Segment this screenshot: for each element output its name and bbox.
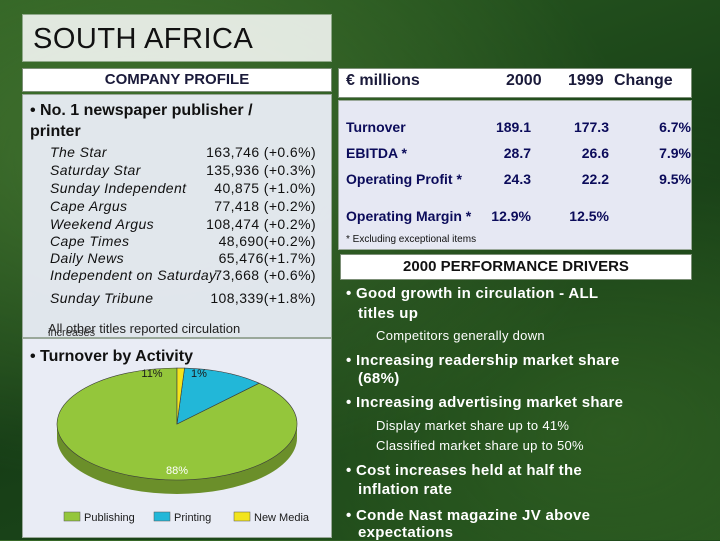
driver-item: • Good growth in circulation - ALL (346, 285, 599, 302)
publisher-bullet: • No. 1 newspaper publisher / printer (30, 100, 300, 142)
row-2000: 28.7 (503, 145, 531, 161)
paper-circulation: 163,746 (+0.6%) (206, 144, 316, 160)
other-titles-text: All other titles reported circulation (48, 321, 241, 336)
driver-item: • Increasing advertising market share (346, 394, 624, 411)
financials-header-bar (338, 68, 692, 98)
paper-row: Cape Times 48,690(+0.2%) (50, 233, 320, 251)
legend-swatch-new-media (233, 511, 251, 522)
company-profile-header: COMPANY PROFILE (22, 68, 332, 92)
paper-name: Weekend Argus (50, 216, 155, 232)
driver-item: • Increasing readership market share (346, 352, 620, 369)
financials-footnote: * Excluding exceptional items (346, 234, 476, 245)
row-1999: 26.6 (581, 145, 609, 161)
row-label: Operating Margin * (346, 208, 472, 224)
title-box: SOUTH AFRICA (22, 14, 332, 62)
financials-row: Operating Margin * 12.9% 12.5% (346, 208, 691, 230)
paper-row: The Star 163,746 (+0.6%) (50, 144, 320, 162)
row-label: Operating Profit * (346, 171, 462, 187)
row-1999: 12.5% (569, 208, 609, 224)
legend-label-printing: Printing (174, 512, 211, 524)
paper-circulation: 135,936 (+0.3%) (206, 162, 316, 178)
header-millions: € millions (346, 72, 420, 89)
pie-slice-publishing (56, 367, 298, 481)
paper-name: The Star (50, 144, 107, 160)
row-label: Turnover (346, 119, 406, 135)
pie-label-new-media: 1% (191, 368, 207, 380)
paper-circulation: 48,690(+0.2%) (218, 233, 316, 249)
driver-item-continued: (68%) (358, 370, 400, 387)
paper-circulation: 73,668 (+0.6%) (214, 267, 316, 283)
header-2000: 2000 (506, 72, 542, 89)
driver-item: • Cost increases held at half the (346, 462, 583, 479)
legend-label-new-media: New Media (254, 512, 310, 524)
row-1999: 22.2 (581, 171, 609, 187)
row-change: 6.7% (659, 119, 691, 135)
footnote-text: * Excluding exceptional items (346, 234, 477, 245)
pie-slice-printing (176, 367, 260, 425)
turnover-bullet: • Turnover by Activity (30, 348, 193, 366)
header-change: Change (614, 72, 673, 89)
paper-name: Saturday Star (50, 162, 141, 178)
page-title: SOUTH AFRICA (33, 23, 254, 55)
driver-item-continued: expectations (358, 524, 454, 541)
paper-row: Cape Argus 77,418 (+0.2%) (50, 198, 320, 216)
paper-name: Cape Argus (50, 198, 128, 214)
paper-circulation: 108,474 (+0.2%) (206, 216, 316, 232)
financials-row: Turnover 189.1 177.3 6.7% (346, 119, 691, 141)
legend-swatch-printing (153, 511, 171, 522)
driver-subitem: Competitors generally down (376, 328, 545, 343)
header-1999: 1999 (568, 72, 604, 89)
legend-swatch-publishing (63, 511, 81, 522)
paper-circulation: 65,476(+1.7%) (218, 250, 316, 266)
paper-circulation: 108,339(+1.8%) (210, 290, 316, 306)
financials-row: Operating Profit * 24.3 22.2 9.5% (346, 171, 691, 193)
row-1999: 177.3 (573, 119, 609, 135)
pie-label-printing: 11% (141, 368, 162, 380)
pie-depth (57, 424, 297, 494)
driver-subitem: Display market share up to 41% (376, 418, 570, 433)
driver-item: • Conde Nast magazine JV above (346, 507, 591, 524)
driver-item-continued: titles up (358, 305, 419, 322)
paper-name: Independent on Saturday (50, 267, 217, 283)
other-titles-overlap: increases (48, 327, 95, 339)
company-profile-header-text: COMPANY PROFILE (104, 71, 250, 88)
driver-subitem: Classified market share up to 50% (376, 438, 584, 453)
paper-name: Sunday Independent (50, 180, 187, 196)
row-change: 7.9% (659, 145, 691, 161)
paper-circulation: 77,418 (+0.2%) (214, 198, 316, 214)
paper-row: Weekend Argus 108,474 (+0.2%) (50, 216, 320, 234)
paper-row: Independent on Saturday 73,668 (+0.6%) (50, 267, 320, 285)
drivers-header: 2000 PERFORMANCE DRIVERS (340, 254, 692, 280)
paper-name: Cape Times (50, 233, 130, 249)
row-2000: 12.9% (491, 208, 531, 224)
other-titles-note: All other titles reported circulation (48, 321, 240, 336)
pie-label-publishing: 88% (166, 465, 188, 477)
row-2000: 24.3 (503, 171, 531, 187)
drivers-header-text: 2000 PERFORMANCE DRIVERS (403, 258, 629, 275)
paper-name: Daily News (50, 250, 125, 266)
other-titles-overlap-text: increases (48, 327, 96, 339)
financials-row: EBITDA * 28.7 26.6 7.9% (346, 145, 691, 167)
paper-row: Sunday Independent 40,875 (+1.0%) (50, 180, 320, 198)
financials-header-1999: 1999 (568, 72, 604, 90)
company-profile-panel (22, 94, 332, 338)
driver-item-continued: inflation rate (358, 481, 453, 498)
row-label: EBITDA * (346, 145, 407, 161)
turnover-bullet-text: • Turnover by Activity (30, 348, 193, 365)
paper-row: Daily News 65,476(+1.7%) (50, 250, 320, 268)
legend-label-publishing: Publishing (84, 512, 135, 524)
turnover-pie-chart: 88% 11% 1% Publishing Printing New Media (56, 367, 310, 524)
paper-row: Saturday Star 135,936 (+0.3%) (50, 162, 320, 180)
financials-header-2000: 2000 (506, 72, 542, 90)
row-change: 9.5% (659, 171, 691, 187)
pie-slice-new-media (176, 367, 185, 425)
paper-circulation: 40,875 (+1.0%) (214, 180, 316, 196)
row-2000: 189.1 (495, 119, 531, 135)
paper-name: Sunday Tribune (50, 290, 154, 306)
financials-header-label: € millions (346, 72, 420, 90)
financials-header-change: Change (614, 72, 673, 90)
publisher-bullet-text: • No. 1 newspaper publisher / printer (30, 102, 253, 140)
financials-panel (338, 100, 692, 250)
paper-row: Sunday Tribune 108,339(+1.8%) (50, 290, 320, 308)
